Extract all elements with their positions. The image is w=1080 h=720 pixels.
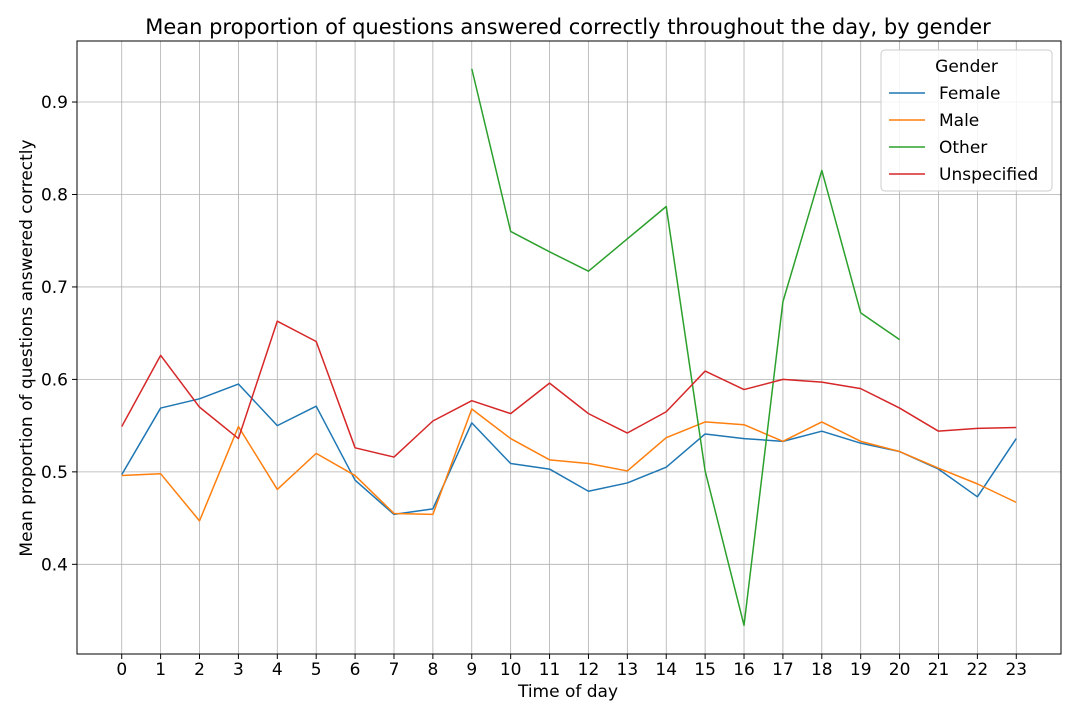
x-tick-label: 13	[617, 660, 639, 680]
x-tick-label: 9	[466, 660, 477, 680]
x-tick-label: 0	[116, 660, 127, 680]
x-tick-label: 7	[389, 660, 400, 680]
legend-label: Unspecified	[939, 165, 1038, 185]
x-tick-label: 15	[694, 660, 716, 680]
x-tick-label: 2	[194, 660, 205, 680]
x-tick-label: 12	[578, 660, 600, 680]
x-tick-label: 21	[928, 660, 950, 680]
x-tick-label: 3	[233, 660, 244, 680]
series-line-other	[471, 68, 901, 627]
x-tick-label: 11	[539, 660, 561, 680]
plot-frame	[76, 40, 1062, 655]
x-tick-label: 18	[811, 660, 833, 680]
chart-title: Mean proportion of questions answered co…	[145, 15, 991, 39]
legend: Gender Female Male Other Unspecified	[880, 49, 1053, 192]
legend-title: Gender	[935, 57, 998, 77]
series-line-unspecified	[121, 320, 1017, 458]
x-tick-label: 8	[427, 660, 438, 680]
y-tick-label: 0.7	[41, 278, 68, 298]
legend-label: Male	[939, 111, 979, 131]
x-tick-label: 16	[733, 660, 755, 680]
series-line-male	[121, 408, 1017, 522]
x-tick-label: 23	[1005, 660, 1027, 680]
x-tick-label: 22	[967, 660, 989, 680]
legend-label: Female	[939, 84, 1000, 104]
x-tick-label: 19	[850, 660, 872, 680]
y-axis-label: Mean proportion of questions answered co…	[17, 139, 37, 556]
legend-box	[880, 49, 1053, 192]
y-tick-label: 0.5	[41, 463, 68, 483]
legend-label: Other	[939, 138, 987, 158]
grid-lines	[77, 41, 1061, 654]
x-axis-label: Time of day	[517, 682, 618, 702]
y-tick-label: 0.6	[41, 370, 68, 390]
y-tick-label: 0.8	[41, 185, 68, 205]
x-tick-label: 17	[772, 660, 794, 680]
y-tick-label: 0.9	[41, 93, 68, 113]
x-tick-label: 10	[500, 660, 522, 680]
x-tick-label: 6	[350, 660, 361, 680]
series-lines	[121, 68, 1017, 627]
x-tick-label: 5	[311, 660, 322, 680]
x-tick-label: 4	[272, 660, 283, 680]
series-line-female	[121, 383, 1017, 516]
x-tick-label: 1	[155, 660, 166, 680]
axis-ticks: 0 1 2 3 4 5 6 7 8 9 10 11 12 13 14 15 16 17 18 19 20 21 22 230.…	[41, 93, 1027, 680]
y-tick-label: 0.4	[41, 555, 68, 575]
x-tick-label: 20	[889, 660, 911, 680]
x-tick-label: 14	[655, 660, 677, 680]
